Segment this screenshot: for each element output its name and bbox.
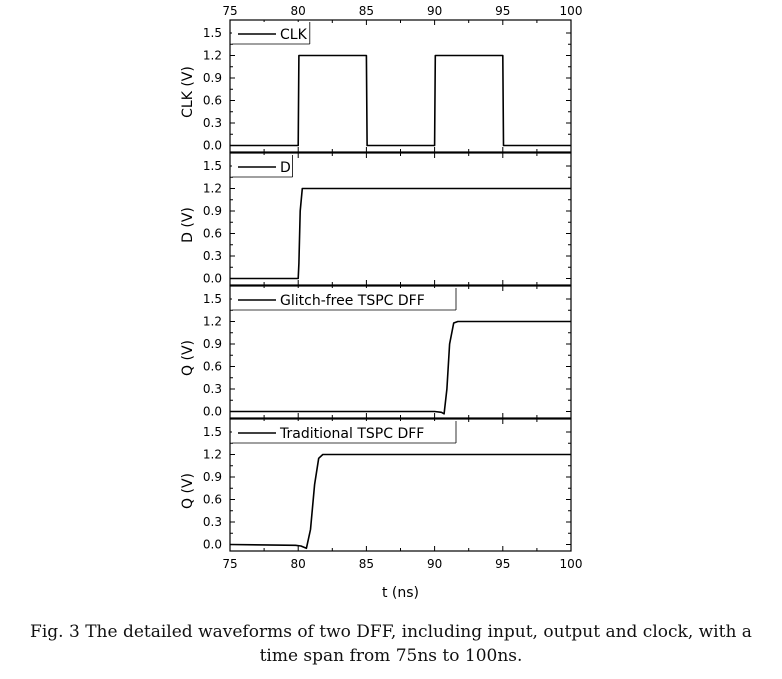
legend-box [232, 288, 456, 310]
waveform-line [230, 320, 571, 415]
legend-label: Glitch-free TSPC DFF [280, 293, 425, 309]
bottom-x-axis: 75 80 85 90 95 100 [222, 557, 582, 571]
panel-4: 0.0 0.3 0.6 0.9 1.2 1.5 Q (V) Traditional TSPC … [180, 418, 572, 552]
top-x-tick-label: 80 [291, 4, 306, 18]
bottom-x-tick-label: 80 [291, 557, 306, 571]
y-tick-label: 0.6 [203, 94, 222, 108]
y-tick-label: 0.3 [203, 515, 222, 529]
y-tick-label: 0.9 [203, 204, 222, 218]
y-tick-label: 1.2 [203, 182, 222, 196]
y-tick-label: 0.0 [203, 139, 222, 153]
y-tick-label: 0.0 [203, 538, 222, 552]
waveform-panels: 0.0 0.3 0.6 0.9 1.2 1.5 CLK (V) CLK 0.0 0.3 0.6 0.9… [180, 19, 572, 552]
y-tick-label: 1.2 [203, 448, 222, 462]
y-tick-label: 0.0 [203, 405, 222, 419]
legend-label: CLK [280, 27, 308, 43]
x-axis-label: t (ns) [382, 585, 419, 601]
waveform-line [229, 453, 571, 550]
top-x-tick-label: 95 [495, 4, 510, 18]
top-x-tick-label: 75 [222, 4, 237, 18]
legend-label: Traditional TSPC DFF [279, 426, 424, 442]
y-axis-label: D (V) [180, 207, 196, 243]
bottom-x-tick-label: 90 [427, 557, 442, 571]
legend-box [232, 421, 456, 443]
y-tick-label: 0.3 [203, 249, 222, 263]
y-tick-label: 1.5 [203, 159, 222, 173]
y-axis-label: Q (V) [180, 340, 196, 376]
figure-caption: Fig. 3 The detailed waveforms of two DFF… [0, 620, 782, 668]
y-tick-label: 0.9 [203, 71, 222, 85]
top-x-tick-label: 90 [427, 4, 442, 18]
y-tick-label: 0.3 [203, 382, 222, 396]
y-axis-label: Q (V) [180, 473, 196, 509]
caption-line-2: time span from 75ns to 100ns. [259, 646, 523, 666]
y-tick-label: 0.9 [203, 470, 222, 484]
y-tick-label: 1.5 [203, 26, 222, 40]
legend-label: D [280, 160, 291, 176]
top-x-axis: 75 80 85 90 95 100 [222, 4, 582, 18]
y-tick-label: 0.6 [203, 360, 222, 374]
waveform-line [230, 187, 571, 280]
bottom-x-tick-label: 75 [222, 557, 237, 571]
y-tick-label: 1.5 [203, 425, 222, 439]
waveform-figure: 75 80 85 90 95 100 0.0 0.3 0.6 0.9 1.2 1.5 CLK (V) C… [180, 4, 582, 601]
bottom-x-tick-label: 85 [359, 557, 374, 571]
y-tick-label: 0.3 [203, 116, 222, 130]
y-tick-label: 0.9 [203, 337, 222, 351]
y-tick-label: 0.0 [203, 272, 222, 286]
y-tick-label: 0.6 [203, 493, 222, 507]
legend-box [232, 22, 310, 44]
panel-1: 0.0 0.3 0.6 0.9 1.2 1.5 CLK (V) CLK [180, 19, 572, 153]
y-tick-label: 1.2 [203, 315, 222, 329]
y-tick-label: 0.6 [203, 227, 222, 241]
waveform-line [230, 54, 571, 147]
top-x-tick-label: 100 [560, 4, 583, 18]
panel-3: 0.0 0.3 0.6 0.9 1.2 1.5 Q (V) Glitch-free TSPC … [180, 285, 572, 419]
caption-line-1: Fig. 3 The detailed waveforms of two DFF… [30, 622, 752, 642]
y-axis-label: CLK (V) [180, 66, 196, 118]
legend-box [232, 155, 293, 177]
top-x-tick-label: 85 [359, 4, 374, 18]
bottom-x-tick-label: 100 [560, 557, 583, 571]
y-tick-label: 1.2 [203, 49, 222, 63]
bottom-x-tick-label: 95 [495, 557, 510, 571]
panel-2: 0.0 0.3 0.6 0.9 1.2 1.5 D (V) D [180, 152, 572, 286]
y-tick-label: 1.5 [203, 292, 222, 306]
